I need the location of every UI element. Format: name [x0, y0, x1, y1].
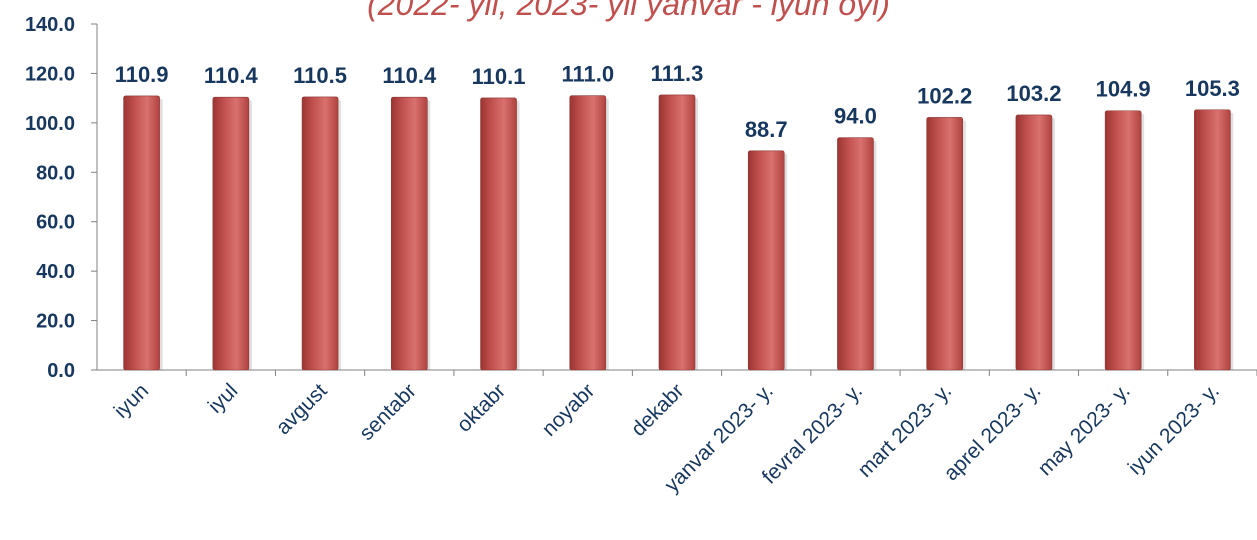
x-tick-label: iyun 2023- y. — [1124, 379, 1224, 479]
y-tick-label: 80.0 — [36, 162, 75, 184]
data-label: 94.0 — [834, 104, 877, 129]
x-tick-label: dekabr — [627, 379, 689, 441]
bar — [1015, 114, 1053, 371]
data-label: 104.9 — [1096, 77, 1151, 102]
data-labels: 110.9 110.4 110.5 110.4 110.1 111.0 111.3 88.7 9… — [115, 61, 1240, 142]
bar — [123, 95, 160, 371]
data-label: 110.4 — [382, 63, 437, 88]
y-tick-label: 120.0 — [25, 63, 75, 85]
data-label: 110.9 — [115, 62, 169, 87]
bar — [1194, 109, 1231, 371]
data-label: 110.5 — [293, 63, 347, 88]
data-label: 88.7 — [745, 117, 788, 142]
bar — [569, 95, 607, 371]
x-tick-label: iyul — [204, 379, 243, 418]
data-label: 111.0 — [561, 62, 614, 87]
x-tick-label: noyabr — [538, 379, 600, 441]
bar — [926, 117, 963, 371]
x-tick-label: oktabr — [453, 379, 511, 437]
chart-subtitle: (2022- yil, 2023- yil yanvar - iyun oyi) — [367, 0, 890, 22]
y-tick-label: 40.0 — [36, 261, 75, 283]
x-axis: iyun iyul avgust sentabr oktabr noyabr dekabry… — [97, 369, 1257, 497]
y-tick-label: 100.0 — [25, 113, 75, 135]
x-tick-label: avgust — [272, 379, 332, 439]
bar — [391, 96, 428, 371]
data-label: 111.3 — [651, 61, 704, 86]
bar — [747, 150, 785, 371]
bar — [658, 94, 696, 371]
x-tick-label: may 2023- y. — [1034, 379, 1135, 480]
x-tick-label: iyun — [110, 379, 154, 423]
data-label: 110.1 — [472, 64, 526, 89]
bar — [212, 96, 250, 371]
y-axis: 0.0 20.0 40.0 60.0 80.0 100.0 120.0 140.0 — [25, 14, 98, 382]
data-label: 105.3 — [1185, 76, 1240, 101]
y-tick-label: 140.0 — [25, 14, 75, 36]
bar — [1104, 110, 1142, 371]
bar — [301, 96, 339, 371]
data-label: 102.2 — [917, 83, 972, 108]
bar — [480, 97, 517, 371]
x-tick-label: sentabr — [355, 379, 421, 445]
data-label: 103.2 — [1006, 81, 1061, 106]
data-label: 110.4 — [204, 63, 259, 88]
y-tick-label: 20.0 — [36, 311, 75, 333]
bar — [837, 137, 874, 371]
bars — [123, 94, 1234, 371]
y-tick-label: 60.0 — [36, 212, 75, 234]
y-tick-label: 0.0 — [47, 360, 75, 382]
